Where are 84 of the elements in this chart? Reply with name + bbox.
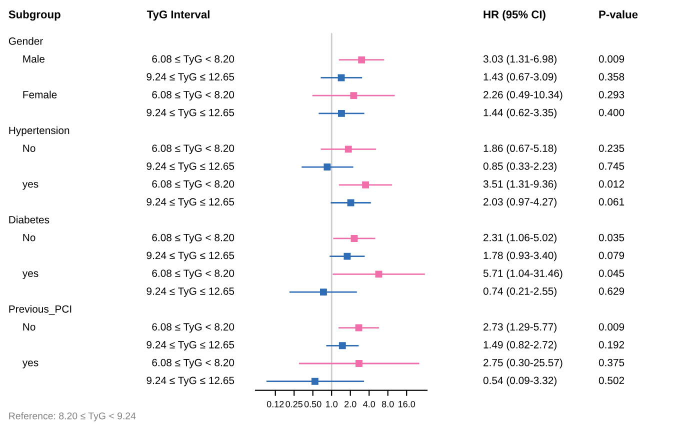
point (355, 324, 362, 332)
point (350, 92, 358, 100)
y-tick-label: 9.24 ≤ TyG ≤ 12.65 (146, 162, 234, 172)
y-tick-label: 6.08 ≤ TyG < 8.20 (152, 234, 234, 244)
text: 2.26 (0.49-10.34) (484, 90, 562, 100)
y-tick-label: 9.24 ≤ TyG ≤ 12.65 (146, 287, 234, 297)
point (338, 342, 346, 350)
text: TyG Interval (146, 10, 210, 21)
y-tick-label: 9.24 ≤ TyG ≤ 12.65 (146, 108, 234, 118)
text: 0.502 (598, 376, 624, 384)
text: 0.375 (598, 358, 624, 366)
x-tick-label: 0.25 (286, 400, 303, 408)
text: 0.74 (0.21-2.55) (483, 287, 556, 297)
text: 0.745 (598, 162, 624, 170)
y-tick-label: 6.08 ≤ TyG < 8.20 (152, 323, 234, 333)
text: 2.03 (0.97-4.27) (484, 198, 556, 208)
text: 0.54 (0.09-3.32) (483, 376, 556, 386)
text: HR (95% CI) (484, 10, 546, 21)
y2-tick-label: yes (22, 182, 38, 190)
text: 0.293 (598, 91, 624, 98)
text: 0.235 (598, 144, 624, 152)
y-tick-label: 6.08 ≤ TyG < 8.20 (152, 55, 234, 65)
text: 1.86 (0.67-5.18) (484, 144, 556, 154)
text: 0.045 (598, 270, 624, 277)
text: 0.400 (598, 108, 624, 116)
point (338, 74, 345, 82)
y2-tick-label: Hypertension (9, 126, 70, 136)
text: 0.035 (598, 234, 624, 242)
text: 0.061 (598, 198, 624, 206)
y-tick-label: 9.24 ≤ TyG ≤ 12.65 (146, 252, 234, 262)
y-tick-label: 6.08 ≤ TyG < 8.20 (152, 270, 234, 280)
y-tick-label: 9.24 ≤ TyG ≤ 12.65 (146, 73, 234, 83)
text: 0.009 (598, 55, 624, 63)
point (347, 199, 354, 206)
y2-tick-label: No (23, 323, 36, 331)
text: 1.43 (0.67-3.09) (484, 72, 556, 83)
y-tick-label: 9.24 ≤ TyG ≤ 12.65 (146, 198, 234, 208)
text: 3.03 (1.31-6.98) (483, 55, 556, 65)
text: Reference: 8.20 ≤ TyG < 9.24 (9, 412, 136, 422)
text: P-value (599, 10, 638, 18)
text: 2.31 (1.06-5.02) (484, 234, 556, 244)
x-tick-label: 0.12 (266, 400, 284, 408)
y-tick-label: 9.24 ≤ TyG ≤ 12.65 (146, 376, 234, 386)
y-tick-label: 6.08 ≤ TyG < 8.20 (152, 358, 234, 368)
x-tick-label: 4.0 (363, 400, 376, 408)
point (358, 56, 366, 64)
y2-tick-label: yes (22, 271, 38, 280)
text: 0.079 (598, 252, 624, 260)
y2-tick-label: Diabetes (9, 216, 50, 224)
y-tick-label: 6.08 ≤ TyG < 8.20 (152, 144, 234, 154)
text: 1.78 (0.93-3.40) (484, 251, 556, 262)
text: 0.358 (598, 73, 624, 81)
point (356, 360, 362, 367)
text: 0.85 (0.33-2.23) (483, 162, 556, 172)
x-tick-label: 2.0 (344, 400, 356, 408)
y2-tick-label: Previous_PCI (9, 305, 72, 315)
y2-tick-label: Female (23, 90, 57, 98)
y-tick-label: 9.24 ≤ TyG ≤ 12.65 (146, 341, 234, 350)
y2-tick-label: No (23, 234, 36, 242)
text: 2.75 (0.30-25.57) (484, 358, 562, 368)
text: Subgroup (8, 10, 60, 21)
y-tick-label: 6.08 ≤ TyG < 8.20 (152, 180, 234, 190)
y2-tick-label: yes (22, 360, 38, 368)
x-tick-label: 0.50 (304, 400, 322, 408)
text: 3.51 (1.31-9.36) (483, 180, 556, 190)
text: 2.73 (1.29-5.77) (484, 322, 556, 333)
text: 0.009 (598, 323, 624, 331)
text: 1.49 (0.82-2.72) (484, 340, 556, 350)
text: 0.012 (598, 180, 624, 188)
y2-tick-label: No (23, 144, 36, 152)
x-tick-label: 8.0 (382, 400, 394, 408)
point (344, 146, 352, 153)
y2-tick-label: Male (23, 55, 45, 63)
x-tick-label: 16.0 (398, 400, 416, 408)
x-tick-label: 1.0 (326, 400, 338, 408)
text: 0.192 (598, 341, 624, 348)
point (350, 235, 358, 242)
y2-tick-label: Gender (8, 37, 43, 45)
point (344, 252, 351, 260)
text: 0.629 (598, 287, 624, 295)
text: 5.71 (1.04-31.46) (483, 269, 562, 280)
point (338, 110, 345, 117)
y-tick-label: 6.08 ≤ TyG < 8.20 (152, 91, 234, 100)
text: 1.44 (0.62-3.35) (484, 108, 556, 118)
